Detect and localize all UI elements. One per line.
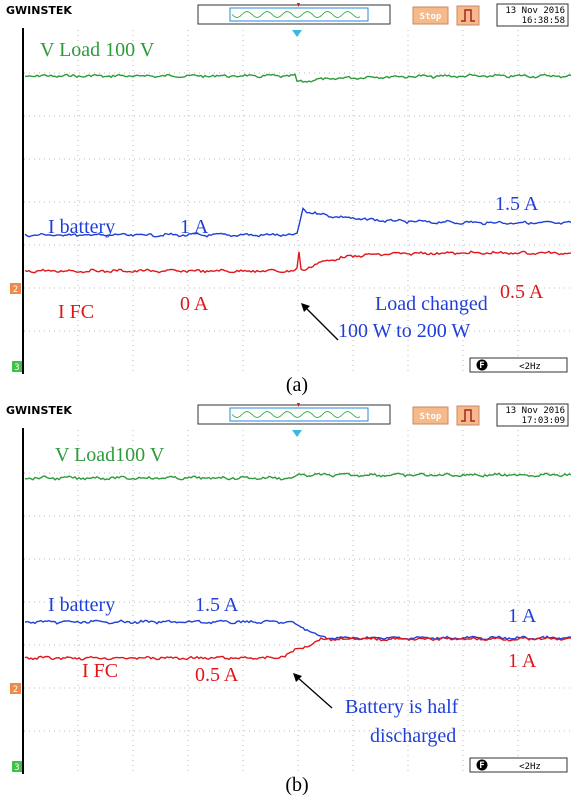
time: 16:38:58 <box>522 16 565 26</box>
time: 17:03:09 <box>522 416 565 426</box>
annotation-arrow <box>296 676 333 709</box>
trace-v-load <box>24 73 571 83</box>
trigger-edge <box>461 9 475 22</box>
channel-3: 3 <box>14 763 19 773</box>
footer-icon <box>476 359 488 371</box>
waveform-overview <box>197 4 391 25</box>
label-battery-after: 1 A <box>508 605 537 627</box>
overview-wave <box>231 411 361 418</box>
overview-marker <box>297 403 300 407</box>
status-box <box>412 406 449 425</box>
channel-2: 2 <box>13 685 18 695</box>
waveform-overview <box>197 404 391 425</box>
annotation-arrow <box>304 306 339 341</box>
label-v-load: V Load100 V <box>55 444 165 466</box>
trigger-edge <box>461 409 475 422</box>
trigger-position <box>292 430 302 437</box>
caption: (a) <box>286 374 308 396</box>
label-note-line1: Load changed <box>375 293 488 315</box>
caption: (b) <box>285 774 308 796</box>
arrow-head <box>293 673 302 682</box>
footer-box <box>469 357 568 373</box>
channel-2-marker <box>10 683 21 694</box>
label-note-line2: discharged <box>370 725 456 747</box>
label-v-load: V Load 100 V <box>40 39 155 61</box>
overview-window <box>229 407 369 422</box>
channel-3-marker <box>12 761 22 772</box>
overview-marker <box>297 3 300 7</box>
overview-window <box>229 7 369 22</box>
trace-i-fc <box>24 636 571 661</box>
trace-i-battery <box>24 206 571 238</box>
label-i-battery: I battery <box>48 594 115 616</box>
brand: GWINSTEK <box>6 404 72 417</box>
footer-label: F <box>479 761 484 771</box>
date: 13 Nov 2016 <box>505 406 565 416</box>
label-i-fc: I FC <box>58 301 94 323</box>
trigger-icon <box>456 405 480 426</box>
date-box <box>496 3 569 27</box>
footer-label: F <box>479 361 484 371</box>
date-box <box>496 403 569 427</box>
label-fc-after: 1 A <box>508 650 537 672</box>
label-fc-before: 0 A <box>180 293 209 315</box>
label-battery-before: 1 A <box>180 216 209 238</box>
label-note-line1: Battery is half <box>345 696 459 718</box>
channel-3: 3 <box>14 363 19 373</box>
label-battery-before: 1.5 A <box>195 594 239 616</box>
channel-2: 2 <box>13 285 18 295</box>
footer-icon <box>476 759 488 771</box>
label-battery-after: 1.5 A <box>495 193 539 215</box>
rate: <2Hz <box>519 762 541 772</box>
status: Stop <box>420 412 442 422</box>
arrow-head <box>301 303 310 312</box>
rate: <2Hz <box>519 362 541 372</box>
label-i-fc: I FC <box>82 660 118 682</box>
overview-wave <box>231 11 361 18</box>
date: 13 Nov 2016 <box>505 6 565 16</box>
trace-v-load <box>24 472 571 481</box>
trigger-position <box>292 30 302 37</box>
status: Stop <box>420 12 442 22</box>
channel-3-marker <box>12 361 22 372</box>
channel-2-marker <box>10 283 21 294</box>
label-i-battery: I battery <box>48 216 115 238</box>
footer-box <box>469 757 568 773</box>
label-fc-before: 0.5 A <box>195 664 239 686</box>
label-fc-after: 0.5 A <box>500 281 544 303</box>
trace-i-fc <box>24 250 571 274</box>
status-box <box>412 6 449 25</box>
label-note-line2: 100 W to 200 W <box>338 320 470 342</box>
trigger-icon <box>456 5 480 26</box>
trace-i-battery <box>24 619 571 641</box>
brand: GWINSTEK <box>6 4 72 17</box>
